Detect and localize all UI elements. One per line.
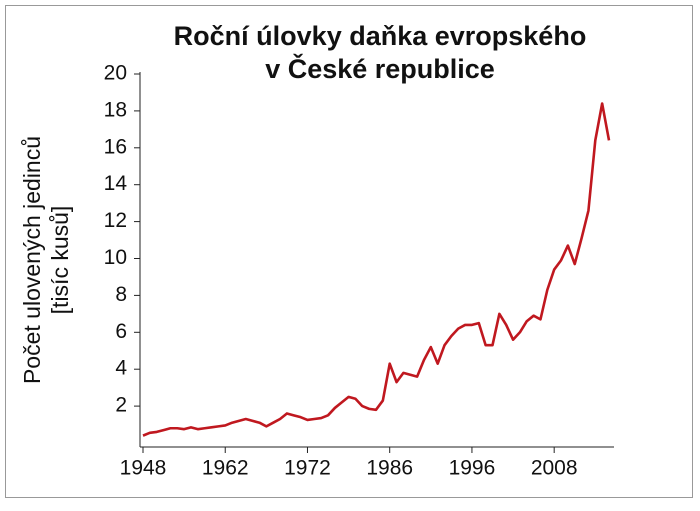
y-tick-label: 10 <box>104 246 127 269</box>
chart-title: Roční úlovky daňka evropského <box>174 21 587 51</box>
y-tick-label: 2 <box>115 394 127 417</box>
y-tick-label: 12 <box>104 209 127 232</box>
y-tick-label: 6 <box>115 320 127 343</box>
y-tick-label: 18 <box>104 98 127 121</box>
chart-title: v České republice <box>265 53 495 84</box>
chart-frame <box>5 5 693 498</box>
x-tick-label: 1948 <box>120 457 167 480</box>
y-tick-label: 8 <box>115 283 127 306</box>
y-tick-label: 16 <box>104 135 127 158</box>
x-tick-label: 1986 <box>366 457 413 480</box>
x-tick-label: 1996 <box>449 457 496 480</box>
y-tick-label: 20 <box>104 62 127 85</box>
y-axis-label: Počet ulovených jedinců <box>19 136 45 384</box>
y-tick-label: 14 <box>104 172 128 195</box>
x-tick-label: 1972 <box>284 457 331 480</box>
y-axis-label: [tisíc kusů] <box>47 206 73 315</box>
y-tick-label: 4 <box>115 357 127 380</box>
line-series <box>142 102 611 437</box>
x-tick-label: 2008 <box>531 457 578 480</box>
x-tick-label: 1962 <box>202 457 249 480</box>
